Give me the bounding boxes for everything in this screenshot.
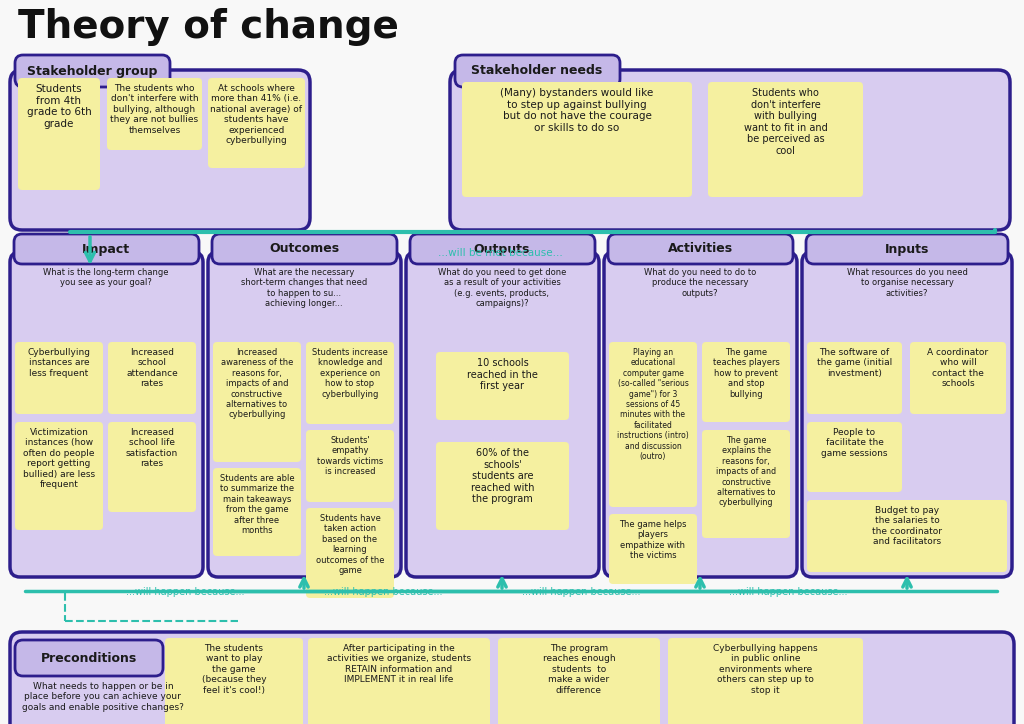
FancyBboxPatch shape [807,342,902,414]
FancyBboxPatch shape [213,342,301,462]
FancyBboxPatch shape [668,638,863,724]
Text: Playing an
educational
computer game
(so-called "serious
game") for 3
sessions o: Playing an educational computer game (so… [617,348,689,461]
Text: Victimization
instances (how
often do people
report getting
bullied) are less
fr: Victimization instances (how often do pe… [23,428,95,489]
FancyBboxPatch shape [806,234,1008,264]
Text: ...will be met because...: ...will be met because... [437,248,562,258]
Text: ...will happen because...: ...will happen because... [729,587,847,597]
FancyBboxPatch shape [410,234,595,264]
Text: People to
facilitate the
game sessions: People to facilitate the game sessions [821,428,888,458]
FancyBboxPatch shape [609,342,697,507]
Text: Students increase
knowledge and
experience on
how to stop
cyberbullying: Students increase knowledge and experien… [312,348,388,399]
FancyBboxPatch shape [10,70,310,230]
FancyBboxPatch shape [14,234,199,264]
Text: The game
explains the
reasons for,
impacts of and
constructive
alternatives to
c: The game explains the reasons for, impac… [716,436,776,508]
FancyBboxPatch shape [18,78,100,190]
FancyBboxPatch shape [208,252,401,577]
Text: ...will happen because...: ...will happen because... [126,587,245,597]
FancyBboxPatch shape [10,252,203,577]
Text: After participating in the
activities we organize, students
RETAIN information a: After participating in the activities we… [327,644,471,684]
FancyBboxPatch shape [462,82,692,197]
FancyBboxPatch shape [306,342,394,424]
FancyBboxPatch shape [108,342,196,414]
Text: Stakeholder group: Stakeholder group [27,64,158,77]
FancyBboxPatch shape [165,638,303,724]
FancyBboxPatch shape [15,640,163,676]
FancyBboxPatch shape [406,252,599,577]
Text: ...will happen because...: ...will happen because... [325,587,442,597]
FancyBboxPatch shape [608,234,793,264]
FancyBboxPatch shape [450,70,1010,230]
Text: The students
want to play
the game
(because they
feel it's cool!): The students want to play the game (beca… [202,644,266,694]
Text: The students who
don't interfere with
bullying, although
they are not bullies
th: The students who don't interfere with bu… [111,84,199,135]
Text: Students'
empathy
towards victims
is increased: Students' empathy towards victims is inc… [316,436,383,476]
Text: Increased
school life
satisfaction
rates: Increased school life satisfaction rates [126,428,178,468]
Text: 10 schools
reached in the
first year: 10 schools reached in the first year [467,358,538,391]
FancyBboxPatch shape [910,342,1006,414]
FancyBboxPatch shape [604,252,797,577]
FancyBboxPatch shape [213,468,301,556]
FancyBboxPatch shape [15,55,170,87]
Text: What do you need to do to
produce the necessary
outputs?: What do you need to do to produce the ne… [644,268,756,298]
Text: Impact: Impact [82,243,130,256]
FancyBboxPatch shape [802,252,1012,577]
FancyBboxPatch shape [807,422,902,492]
Text: What are the necessary
short-term changes that need
to happen to su...
achieving: What are the necessary short-term change… [241,268,368,308]
Text: Outcomes: Outcomes [269,243,339,256]
Text: Activities: Activities [668,243,732,256]
Text: The program
reaches enough
students  to
make a wider
difference: The program reaches enough students to m… [543,644,615,694]
Text: What do you need to get done
as a result of your activities
(e.g. events, produc: What do you need to get done as a result… [438,268,566,308]
FancyBboxPatch shape [455,55,620,87]
FancyBboxPatch shape [498,638,660,724]
Text: The software of
the game (initial
investment): The software of the game (initial invest… [817,348,892,378]
Text: What resources do you need
to organise necessary
activities?: What resources do you need to organise n… [847,268,968,298]
Text: Stakeholder needs: Stakeholder needs [471,64,603,77]
Text: (Many) bystanders would like
to step up against bullying
but do not have the cou: (Many) bystanders would like to step up … [501,88,653,132]
FancyBboxPatch shape [15,342,103,414]
Text: Theory of change: Theory of change [18,8,399,46]
Text: The game
teaches players
how to prevent
and stop
bullying: The game teaches players how to prevent … [713,348,779,399]
FancyBboxPatch shape [10,632,1014,724]
FancyBboxPatch shape [108,422,196,512]
Text: Students who
don't interfere
with bullying
want to fit in and
be perceived as
co: Students who don't interfere with bullyi… [743,88,827,156]
FancyBboxPatch shape [609,514,697,584]
FancyBboxPatch shape [708,82,863,197]
Text: 60% of the
schools'
students are
reached with
the program: 60% of the schools' students are reached… [471,448,535,505]
FancyBboxPatch shape [306,430,394,502]
Text: The game helps
players
empathize with
the victims: The game helps players empathize with th… [620,520,687,560]
Text: Outputs: Outputs [474,243,530,256]
Text: Increased
awareness of the
reasons for,
impacts of and
constructive
alternatives: Increased awareness of the reasons for, … [221,348,293,419]
FancyBboxPatch shape [436,442,569,530]
FancyBboxPatch shape [106,78,202,150]
Text: At schools where
more than 41% (i.e.
national average) of
students have
experien: At schools where more than 41% (i.e. nat… [211,84,302,145]
Text: Preconditions: Preconditions [41,652,137,665]
Text: A coordinator
who will
contact the
schools: A coordinator who will contact the schoo… [928,348,988,388]
Text: Inputs: Inputs [885,243,929,256]
FancyBboxPatch shape [208,78,305,168]
Text: What needs to happen or be in
place before you can achieve your
goals and enable: What needs to happen or be in place befo… [22,682,184,712]
FancyBboxPatch shape [212,234,397,264]
Text: Budget to pay
the salaries to
the coordinator
and facilitators: Budget to pay the salaries to the coordi… [872,506,942,546]
FancyBboxPatch shape [308,638,490,724]
Text: Increased
school
attendance
rates: Increased school attendance rates [126,348,178,388]
Text: Students
from 4th
grade to 6th
grade: Students from 4th grade to 6th grade [27,84,91,129]
Text: What is the long-term change
you see as your goal?: What is the long-term change you see as … [43,268,169,287]
FancyBboxPatch shape [436,352,569,420]
Text: Cyberbullying
instances are
less frequent: Cyberbullying instances are less frequen… [28,348,90,378]
FancyBboxPatch shape [702,342,790,422]
FancyBboxPatch shape [306,508,394,598]
Text: Students have
taken action
based on the
learning
outcomes of the
game: Students have taken action based on the … [315,514,384,575]
Text: Cyberbullying happens
in public online
environments where
others can step up to
: Cyberbullying happens in public online e… [713,644,818,694]
Text: Students are able
to summarize the
main takeaways
from the game
after three
mont: Students are able to summarize the main … [220,474,294,535]
Text: ...will happen because...: ...will happen because... [522,587,641,597]
FancyBboxPatch shape [807,500,1007,572]
FancyBboxPatch shape [702,430,790,538]
FancyBboxPatch shape [15,422,103,530]
